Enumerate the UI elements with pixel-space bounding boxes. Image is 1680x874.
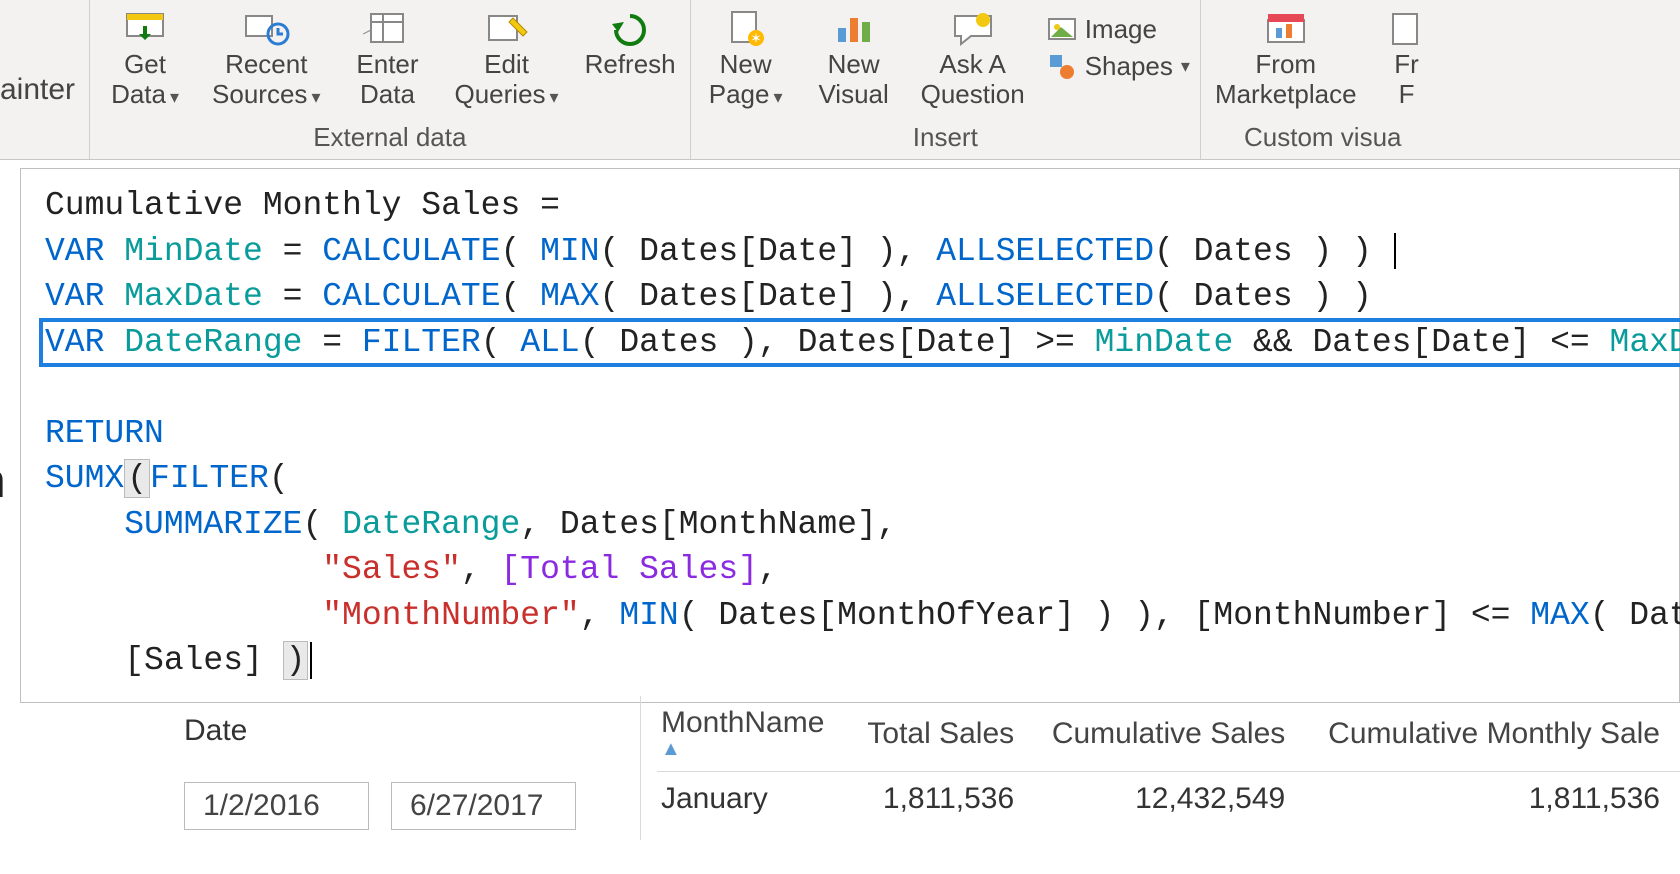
- ask-a-question-button[interactable]: Ask AQuestion: [917, 8, 1029, 112]
- ribbon-group-custom-visuals: FromMarketplace FrF Custom visua: [1201, 0, 1445, 159]
- new-page-button[interactable]: ✶ NewPage: [701, 8, 791, 112]
- cell-cumulative: 12,432,549: [1034, 772, 1305, 823]
- new-visual-icon: [830, 10, 878, 48]
- table-visual[interactable]: MonthName▲ Total Sales Cumulative Sales …: [640, 696, 1680, 840]
- shapes-button[interactable]: Shapes▾: [1047, 51, 1190, 82]
- get-data-icon: [121, 10, 169, 48]
- cell-cum-monthly: 1,811,536: [1305, 772, 1680, 823]
- from-file-button[interactable]: FrF: [1379, 8, 1435, 112]
- ribbon-group-insert: ✶ NewPage NewVisual Ask AQuestion Ima: [691, 0, 1201, 159]
- edit-queries-button[interactable]: EditQueries: [450, 8, 562, 112]
- highlighted-formula-line: VAR DateRange = FILTER( ALL( Dates ), Da…: [41, 320, 1680, 366]
- shapes-label: Shapes: [1085, 51, 1173, 82]
- btn-line2: Data: [111, 79, 166, 109]
- new-visual-button[interactable]: NewVisual: [809, 8, 899, 112]
- col-monthname[interactable]: MonthName▲: [657, 702, 854, 772]
- report-canvas: Date MonthName▲ Total Sales Cumulative S…: [20, 696, 1680, 840]
- refresh-button[interactable]: Refresh: [581, 8, 680, 112]
- format-painter-fragment[interactable]: ainter: [0, 0, 90, 159]
- col-cumulative-monthly[interactable]: Cumulative Monthly Sale: [1305, 702, 1680, 772]
- cell-total: 1,811,536: [854, 772, 1034, 823]
- image-button[interactable]: Image: [1047, 14, 1190, 45]
- svg-text:✶: ✶: [750, 30, 762, 46]
- table-header-row: MonthName▲ Total Sales Cumulative Sales …: [657, 702, 1680, 772]
- cropped-left-char: n: [0, 458, 7, 512]
- new-page-icon: ✶: [722, 10, 770, 48]
- group-label-custom-visuals: Custom visua: [1211, 120, 1435, 157]
- date-slicer-visual[interactable]: Date: [20, 696, 610, 840]
- sort-asc-icon: ▲: [661, 738, 834, 761]
- btn-line1: Get: [124, 49, 166, 79]
- from-marketplace-icon: [1262, 10, 1310, 48]
- col-total-sales[interactable]: Total Sales: [854, 702, 1034, 772]
- results-table: MonthName▲ Total Sales Cumulative Sales …: [657, 702, 1680, 822]
- ribbon: ainter GetData RecentSources EnterData: [0, 0, 1680, 160]
- refresh-icon: [606, 10, 654, 48]
- recent-sources-button[interactable]: RecentSources: [208, 8, 324, 112]
- format-painter-label: ainter: [0, 73, 75, 107]
- image-label: Image: [1085, 14, 1157, 45]
- text-cursor-2: [310, 642, 312, 678]
- cell-month: January: [657, 772, 854, 823]
- group-label-external-data: External data: [100, 120, 680, 157]
- from-file-icon: [1383, 10, 1431, 48]
- edit-queries-icon: [483, 10, 531, 48]
- enter-data-icon: [363, 10, 411, 48]
- slicer-header: Date: [184, 714, 596, 748]
- slicer-to-input[interactable]: [391, 782, 576, 830]
- slicer-from-input[interactable]: [184, 782, 369, 830]
- ask-question-icon: [949, 10, 997, 48]
- ribbon-group-external-data: GetData RecentSources EnterData EditQuer…: [90, 0, 691, 159]
- group-label-insert: Insert: [701, 120, 1190, 157]
- dax-formula[interactable]: Cumulative Monthly Sales = VAR MinDate =…: [45, 183, 1661, 684]
- enter-data-button[interactable]: EnterData: [342, 8, 432, 112]
- table-row[interactable]: January 1,811,536 12,432,549 1,811,536: [657, 772, 1680, 823]
- recent-sources-icon: [242, 10, 290, 48]
- insert-side-minis: Image Shapes▾: [1047, 8, 1190, 82]
- from-marketplace-button[interactable]: FromMarketplace: [1211, 8, 1361, 112]
- formula-bar[interactable]: Cumulative Monthly Sales = VAR MinDate =…: [20, 168, 1680, 703]
- get-data-button[interactable]: GetData: [100, 8, 190, 112]
- text-cursor: [1394, 233, 1396, 269]
- col-cumulative-sales[interactable]: Cumulative Sales: [1034, 702, 1305, 772]
